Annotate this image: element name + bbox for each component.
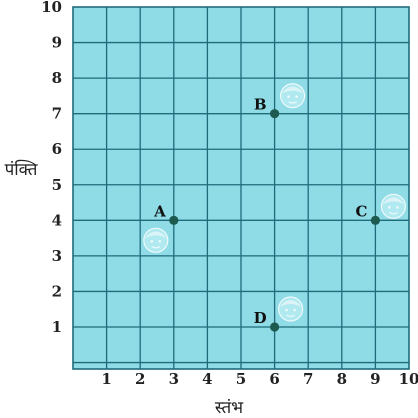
boy-face-icon (380, 193, 406, 219)
y-tick-label: 2 (52, 282, 62, 300)
y-axis-title: पंक्ति (5, 159, 38, 180)
x-tick-label: 7 (303, 370, 313, 388)
girl-face-icon (278, 296, 304, 322)
x-tick-label: 1 (101, 370, 111, 388)
point-a-label: A (153, 202, 166, 220)
x-tick-label: 8 (337, 370, 347, 388)
plotted-points: A B C D (153, 96, 380, 332)
y-tick-labels: 1 2 3 4 5 6 7 8 9 10 (41, 0, 62, 336)
grid-lines (73, 7, 409, 369)
y-tick-label: 9 (52, 34, 62, 52)
x-tick-label: 2 (135, 370, 145, 388)
y-tick-label: 8 (52, 69, 62, 87)
x-tick-label: 3 (169, 370, 179, 388)
avatars (143, 83, 406, 322)
y-tick-label: 10 (41, 0, 62, 16)
point-b-label: B (254, 96, 267, 114)
x-tick-label: 4 (202, 370, 212, 388)
x-tick-label: 10 (399, 370, 418, 388)
x-tick-label: 6 (269, 370, 279, 388)
y-tick-label: 5 (52, 176, 62, 194)
y-tick-label: 1 (52, 318, 62, 336)
point-d-marker (270, 322, 280, 332)
x-axis-title: स्तंभ (215, 398, 244, 418)
y-tick-label: 4 (52, 211, 62, 229)
point-b-marker (270, 109, 280, 119)
point-d-label: D (254, 309, 267, 327)
point-a-marker (169, 215, 179, 225)
point-c-label: C (355, 202, 367, 220)
girl-face-icon (143, 227, 169, 253)
x-tick-label: 5 (236, 370, 246, 388)
y-tick-label: 7 (52, 105, 62, 123)
x-tick-labels: 1 2 3 4 5 6 7 8 9 10 (101, 370, 418, 388)
point-c-marker (370, 215, 380, 225)
y-tick-label: 6 (52, 140, 62, 158)
x-tick-label: 9 (370, 370, 380, 388)
boy-face-icon (280, 83, 306, 109)
y-tick-label: 3 (52, 247, 62, 265)
